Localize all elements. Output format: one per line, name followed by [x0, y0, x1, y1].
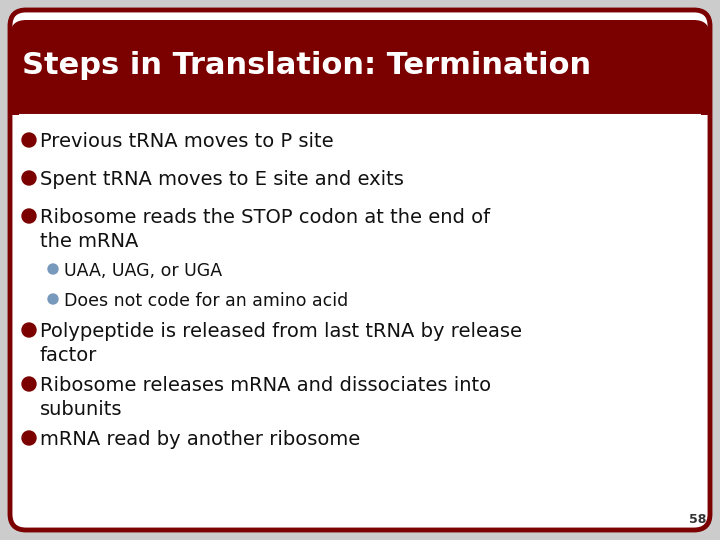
Circle shape [22, 171, 36, 185]
Circle shape [22, 377, 36, 391]
Text: Ribosome releases mRNA and dissociates into
subunits: Ribosome releases mRNA and dissociates i… [40, 376, 491, 419]
Circle shape [48, 294, 58, 304]
Circle shape [22, 431, 36, 445]
Text: Ribosome reads the STOP codon at the end of
the mRNA: Ribosome reads the STOP codon at the end… [40, 208, 490, 251]
Circle shape [22, 323, 36, 337]
FancyBboxPatch shape [10, 10, 710, 530]
FancyBboxPatch shape [10, 20, 710, 115]
Text: UAA, UAG, or UGA: UAA, UAG, or UGA [64, 262, 222, 280]
Text: Does not code for an amino acid: Does not code for an amino acid [64, 292, 348, 310]
Bar [10, 97, 710, 115]
Text: mRNA read by another ribosome: mRNA read by another ribosome [40, 430, 360, 449]
Text: Polypeptide is released from last tRNA by release
factor: Polypeptide is released from last tRNA b… [40, 322, 522, 365]
Text: 58: 58 [688, 513, 706, 526]
Circle shape [22, 133, 36, 147]
Text: Previous tRNA moves to P site: Previous tRNA moves to P site [40, 132, 333, 151]
Text: Spent tRNA moves to E site and exits: Spent tRNA moves to E site and exits [40, 170, 404, 189]
Circle shape [48, 264, 58, 274]
Text: Steps in Translation: Termination: Steps in Translation: Termination [22, 51, 591, 80]
Circle shape [22, 209, 36, 223]
